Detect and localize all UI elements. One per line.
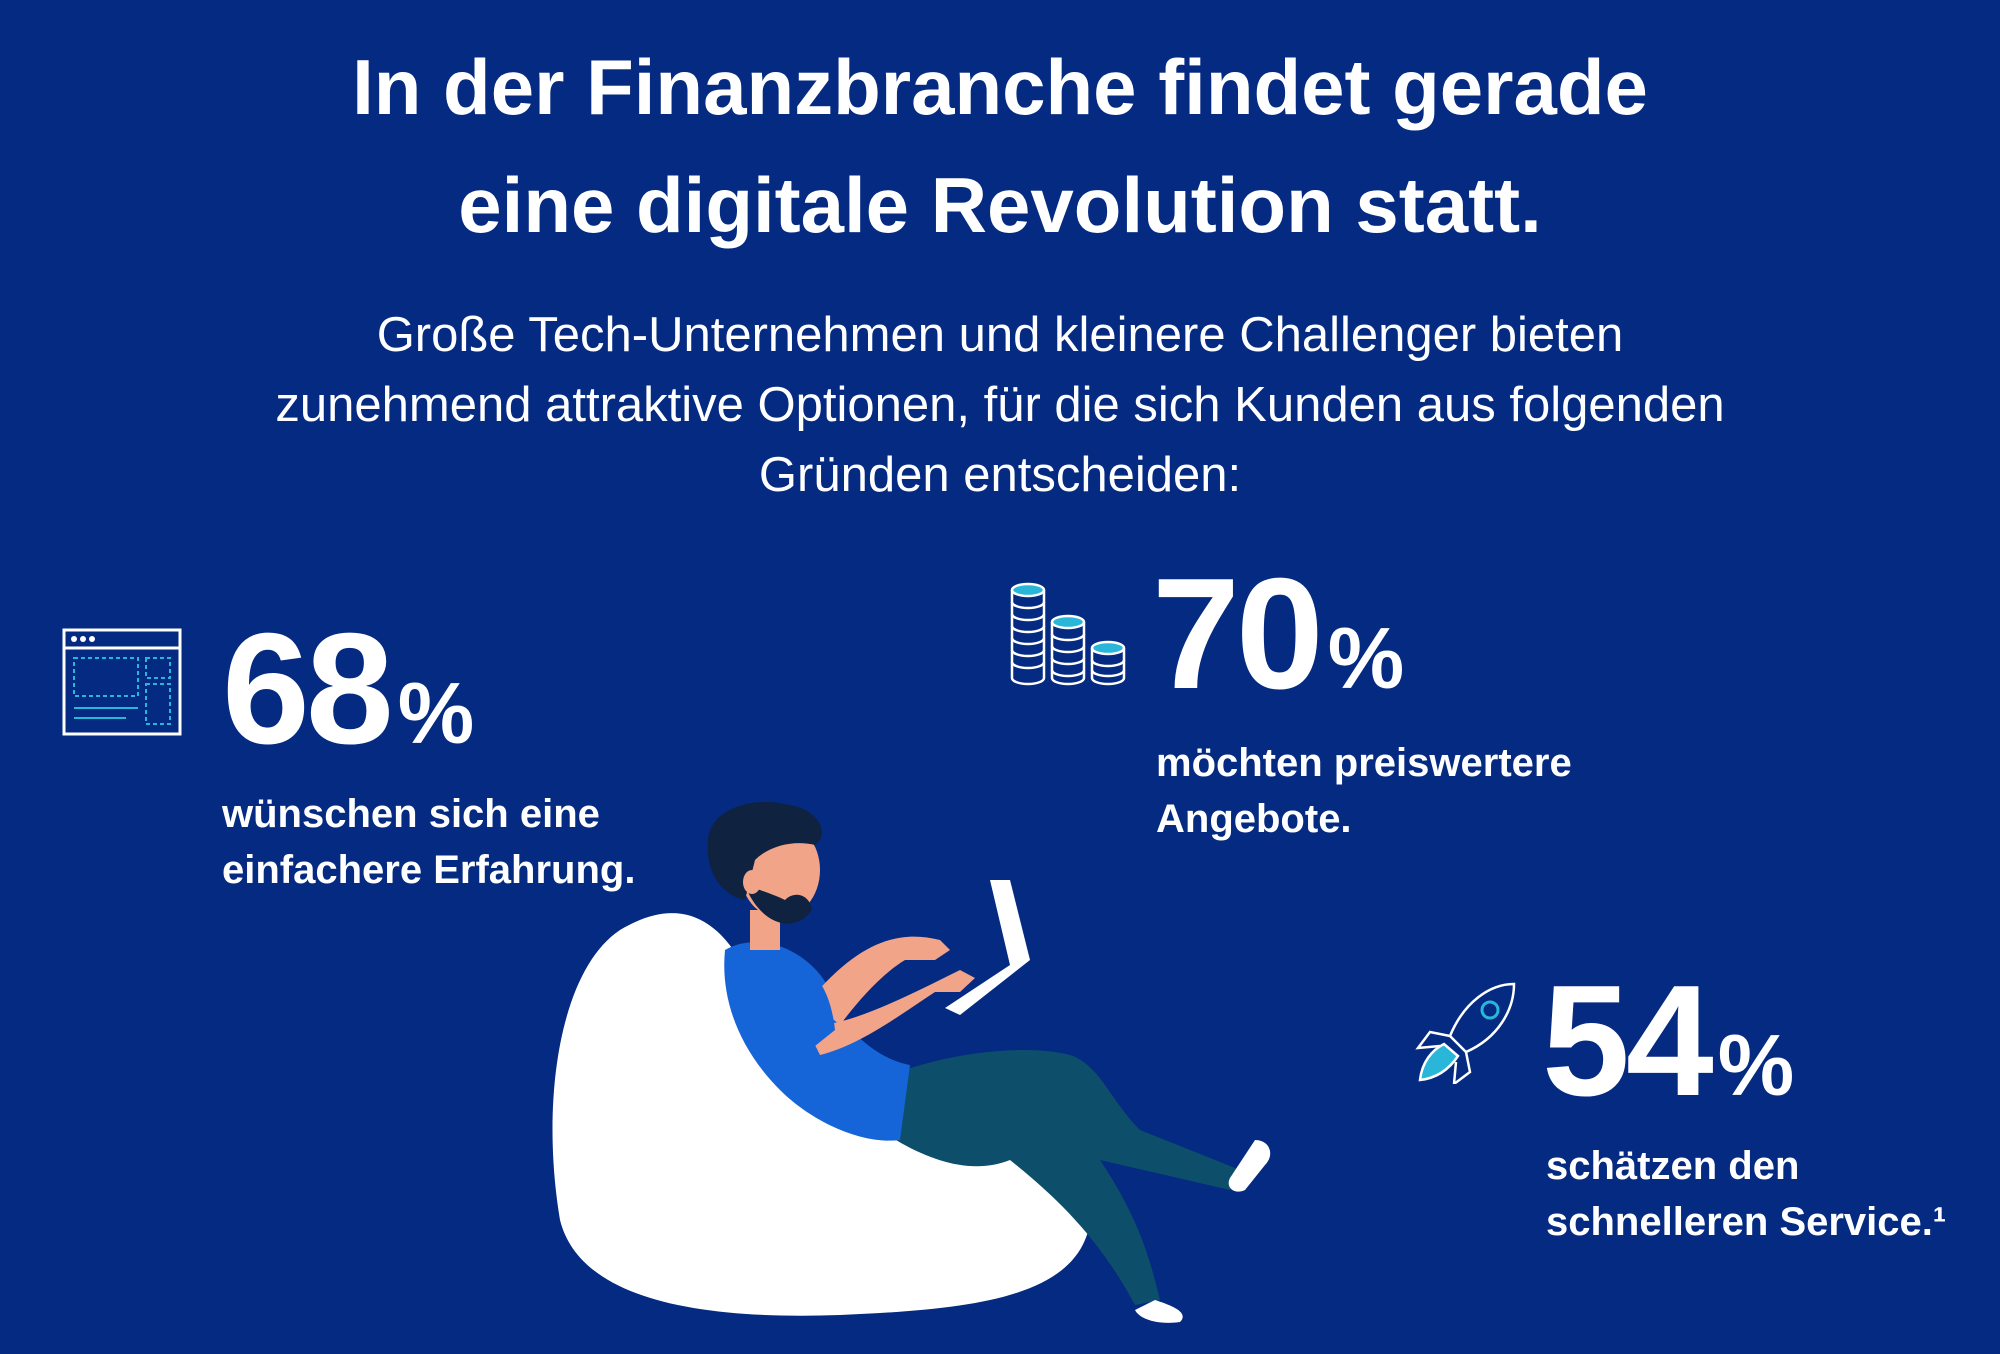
stat-value: 70 xyxy=(1152,546,1324,722)
shoe-right xyxy=(1228,1140,1271,1192)
headline-line-2: eine digitale Revolution statt. xyxy=(458,161,1542,249)
ear xyxy=(743,870,761,894)
person-beanbag-illustration xyxy=(540,800,1300,1335)
shoe-left xyxy=(1135,1300,1183,1323)
coin-stacks-icon xyxy=(1008,580,1128,691)
stat-desc-line-1: möchten preiswertere xyxy=(1156,741,1572,785)
stat-desc-line-2: Angebote. xyxy=(1156,797,1352,841)
pants-shape xyxy=(840,1050,1240,1305)
intro-line-3: Gründen entscheiden: xyxy=(758,448,1242,502)
arm-back xyxy=(810,936,950,1025)
stat-simpler-experience: 68% wünschen sich eine einfachere Erfahr… xyxy=(222,610,635,898)
page-title: In der Finanzbranche findet gerade eine … xyxy=(0,28,2000,264)
intro-text: Große Tech-Unternehmen und kleinere Chal… xyxy=(100,300,1900,510)
sleeve xyxy=(783,967,835,1050)
hair xyxy=(707,801,822,900)
arm-front xyxy=(805,970,975,1055)
stat-value: 68 xyxy=(222,601,394,777)
stat-unit: % xyxy=(1327,611,1405,707)
browser-window-icon xyxy=(62,628,182,741)
stat-desc-line-1: schätzen den xyxy=(1546,1144,1800,1188)
stat-value: 54 xyxy=(1542,953,1714,1129)
stat-cheaper-offers: 70% möchten preiswertere Angebote. xyxy=(1152,555,1572,847)
stat-unit: % xyxy=(397,666,475,762)
laptop xyxy=(945,880,1030,1015)
stat-desc-line-2: einfachere Erfahrung. xyxy=(222,848,636,892)
intro-line-1: Große Tech-Unternehmen und kleinere Chal… xyxy=(376,308,1624,362)
rocket-icon xyxy=(1410,980,1520,1089)
stat-faster-service: 54% schätzen den schnelleren Service.¹ xyxy=(1542,962,1946,1250)
stat-desc-line-2: schnelleren Service.¹ xyxy=(1546,1200,1947,1244)
beard xyxy=(745,885,812,924)
stat-desc-line-1: wünschen sich eine xyxy=(222,792,600,836)
stat-unit: % xyxy=(1717,1018,1795,1114)
intro-line-2: zunehmend attraktive Optionen, für die s… xyxy=(275,378,1725,432)
headline-line-1: In der Finanzbranche findet gerade xyxy=(352,43,1648,131)
